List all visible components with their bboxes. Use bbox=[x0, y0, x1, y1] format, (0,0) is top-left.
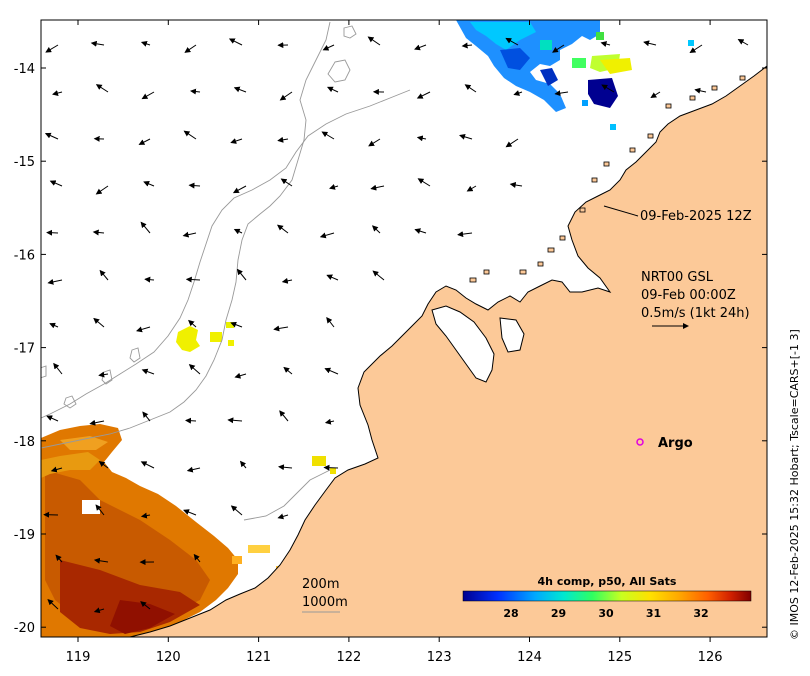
colorbar bbox=[463, 591, 751, 601]
vector-scale-label: 0.5m/s (1kt 24h) bbox=[641, 306, 750, 321]
y-tick-label: -16 bbox=[14, 248, 35, 263]
y-tick-label: -15 bbox=[14, 155, 35, 170]
isobath-1000-label: 1000m bbox=[302, 595, 348, 610]
current-vector bbox=[324, 468, 338, 469]
colorbar-tick-label: 31 bbox=[646, 607, 661, 620]
current-vector bbox=[47, 233, 58, 234]
current-time-label: 09-Feb 00:00Z bbox=[641, 288, 736, 303]
y-tick-label: -19 bbox=[14, 528, 35, 543]
timestamp-label: 09-Feb-2025 12Z bbox=[640, 209, 752, 224]
y-tick-label: -20 bbox=[14, 621, 35, 636]
credit-text: © IMOS 12-Feb-2025 15:32 Hobart; Tscale=… bbox=[788, 329, 801, 640]
current-vector bbox=[186, 420, 196, 421]
x-tick-label: 122 bbox=[336, 650, 361, 665]
current-product-label: NRT00 GSL bbox=[641, 270, 714, 285]
x-tick-label: 124 bbox=[517, 650, 542, 665]
x-tick-label: 125 bbox=[607, 650, 632, 665]
y-tick-label: -17 bbox=[14, 342, 35, 357]
colorbar-title: 4h comp, p50, All Sats bbox=[538, 575, 677, 588]
colorbar-tick-label: 30 bbox=[598, 607, 614, 620]
x-tick-label: 121 bbox=[246, 650, 271, 665]
colorbar-tick-label: 32 bbox=[693, 607, 708, 620]
colorbar-tick-label: 29 bbox=[551, 607, 566, 620]
x-tick-label: 123 bbox=[427, 650, 452, 665]
y-tick-label: -14 bbox=[14, 62, 35, 77]
current-vector bbox=[187, 279, 200, 280]
y-tick-label: -18 bbox=[14, 435, 35, 450]
x-tick-label: 126 bbox=[698, 650, 723, 665]
colorbar-tick-label: 28 bbox=[503, 607, 518, 620]
isobath-200-label: 200m bbox=[302, 577, 339, 592]
argo-label: Argo bbox=[658, 436, 693, 451]
x-tick-label: 119 bbox=[66, 650, 91, 665]
x-tick-label: 120 bbox=[156, 650, 181, 665]
